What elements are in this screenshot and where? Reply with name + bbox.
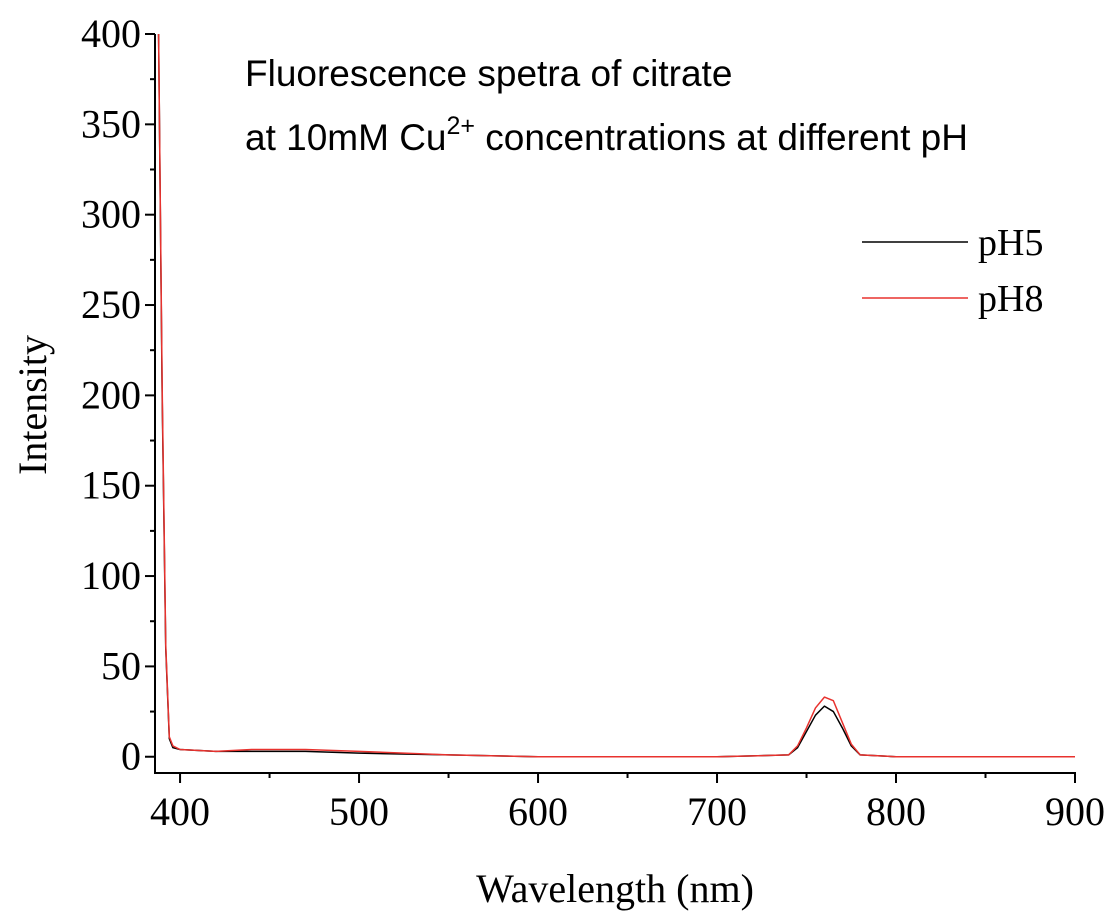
y-tick-label: 400	[81, 11, 141, 56]
subtitle-rest: concentrations at different pH	[475, 117, 968, 158]
x-tick-label: 700	[687, 789, 747, 834]
x-tick-label: 800	[866, 789, 926, 834]
subtitle-text: at 10mM Cu	[245, 117, 447, 158]
x-tick-label: 400	[150, 789, 210, 834]
x-tick-label: 900	[1045, 789, 1105, 834]
y-tick-label: 200	[81, 372, 141, 417]
y-tick-label: 150	[81, 463, 141, 508]
legend-label: pH5	[978, 222, 1043, 264]
chart-subtitle: at 10mM Cu2+ concentrations at different…	[245, 112, 968, 158]
data-line	[157, 33, 1075, 758]
y-tick-label: 250	[81, 282, 141, 327]
chart-title: Fluorescence spetra of citrate	[245, 53, 732, 94]
x-tick-label: 500	[329, 789, 389, 834]
x-tick-label: 600	[508, 789, 568, 834]
legend-label: pH8	[978, 278, 1043, 320]
y-tick-label: 100	[81, 553, 141, 598]
y-tick-label: 0	[121, 734, 141, 779]
y-tick-label: 300	[81, 192, 141, 237]
y-tick-label: 350	[81, 101, 141, 146]
y-axis-title: Intensity	[10, 335, 55, 475]
x-axis-title: Wavelength (nm)	[476, 866, 754, 911]
subtitle-superscript: 2+	[447, 112, 476, 140]
y-tick-label: 50	[101, 643, 141, 688]
